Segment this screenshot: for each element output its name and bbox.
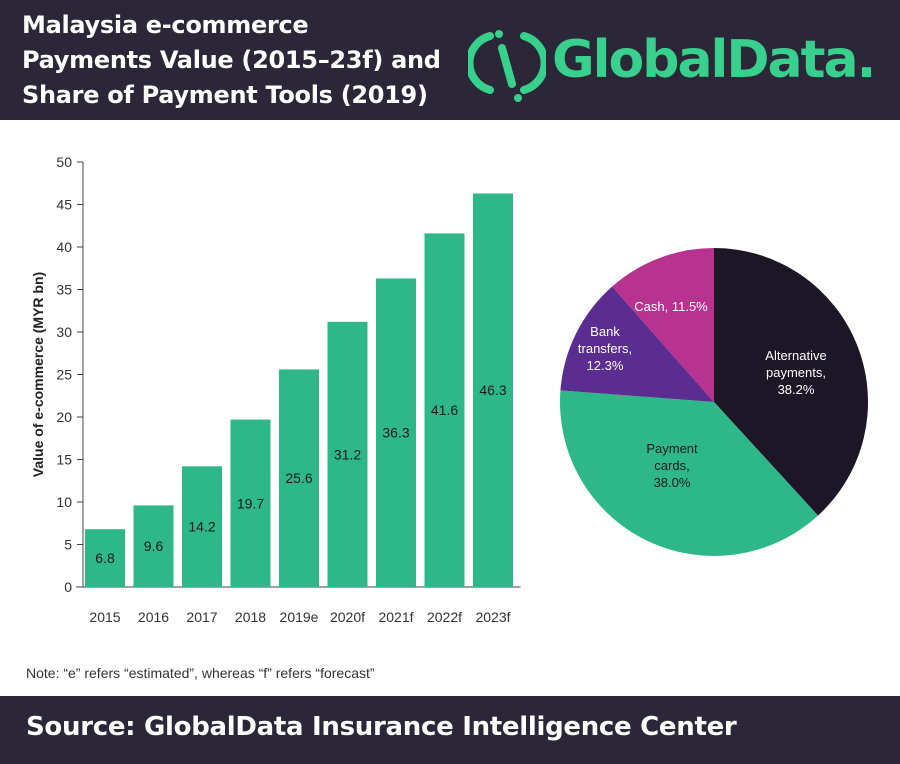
pie-slice-label: transfers, <box>578 341 632 356</box>
bar-value-label: 19.7 <box>237 495 264 511</box>
header-banner: Malaysia e-commerce Payments Value (2015… <box>0 0 900 120</box>
bar-value-label: 9.6 <box>144 538 164 554</box>
pie-slice-label: Bank <box>590 324 620 339</box>
bar <box>230 419 271 587</box>
pie-slice-label: cards, <box>654 458 689 473</box>
bar-value-label: 31.2 <box>334 446 361 462</box>
logo-wordmark: GlobalData. <box>552 30 876 90</box>
bar <box>473 193 513 587</box>
pie-slice <box>559 390 819 557</box>
bar-value-label: 6.8 <box>95 550 115 566</box>
y-tick-label: 40 <box>56 239 72 255</box>
x-tick-label: 2023f <box>475 609 510 625</box>
y-axis-label: Value of e-commerce (MYR bn) <box>30 272 46 477</box>
footnote: Note: “e” refers “estimated”, whereas “f… <box>26 665 375 681</box>
bar-value-label: 46.3 <box>479 382 506 398</box>
pie-slice-label: payments, <box>766 365 826 380</box>
pie-slice <box>714 248 869 516</box>
y-tick-label: 50 <box>56 154 72 170</box>
pie-slice <box>612 248 714 402</box>
title-line-1: Malaysia e-commerce <box>22 11 309 39</box>
chart-title: Malaysia e-commerce Payments Value (2015… <box>22 8 462 113</box>
pie-slice-label: 38.2% <box>778 382 815 397</box>
bar <box>279 369 319 587</box>
bar-chart: 0 5 10 15 20 25 30 35 40 45 50 Value of e-commerce … <box>30 154 521 625</box>
y-tick-label: 5 <box>64 537 72 553</box>
bar <box>424 233 465 587</box>
bar <box>133 505 174 587</box>
bar-value-label: 14.2 <box>188 519 215 535</box>
bar-value-label: 25.6 <box>285 470 312 486</box>
x-tick-label: 2019e <box>280 609 319 625</box>
title-line-2: Payments Value (2015–23f) and <box>22 46 441 74</box>
y-tick-label: 25 <box>56 367 72 383</box>
pie-slice-label: 38.0% <box>654 475 691 490</box>
bar <box>182 466 222 587</box>
x-tick-label: 2021f <box>378 609 413 625</box>
title-line-3: Share of Payment Tools (2019) <box>22 81 428 109</box>
pie-slice-label: 12.3% <box>587 358 624 373</box>
x-tick-label: 2018 <box>235 609 266 625</box>
y-tick-label: 30 <box>56 324 72 340</box>
pie-slice-label: Alternative <box>765 348 826 363</box>
y-tick-label: 45 <box>56 197 72 213</box>
chart-area: 0 5 10 15 20 25 30 35 40 45 50 Value of e-commerce … <box>0 140 900 680</box>
x-tick-label: 2022f <box>427 609 462 625</box>
y-tick-label: 35 <box>56 282 72 298</box>
pie-slice-label: Cash, 11.5% <box>634 299 708 314</box>
bar <box>327 321 368 587</box>
y-tick-label: 15 <box>56 452 72 468</box>
x-tick-label: 2015 <box>89 609 120 625</box>
source-text: Source: GlobalData Insurance Intelligenc… <box>26 712 737 742</box>
globaldata-logo: GlobalData. <box>468 14 888 108</box>
bar <box>85 529 125 587</box>
x-tick-label: 2016 <box>138 609 169 625</box>
bar-value-label: 41.6 <box>431 402 458 418</box>
x-tick-label: 2017 <box>186 609 217 625</box>
pie-slice-label: Payment <box>646 441 698 456</box>
y-tick-label: 20 <box>56 409 72 425</box>
bar <box>376 278 416 587</box>
x-tick-label: 2020f <box>330 609 365 625</box>
y-tick-label: 10 <box>56 494 72 510</box>
globaldata-logo-icon <box>468 30 546 102</box>
bar-value-label: 36.3 <box>382 425 409 441</box>
y-tick-label: 0 <box>64 579 72 595</box>
pie-slice <box>560 286 714 402</box>
footer-banner: Source: GlobalData Insurance Intelligenc… <box>0 696 900 764</box>
